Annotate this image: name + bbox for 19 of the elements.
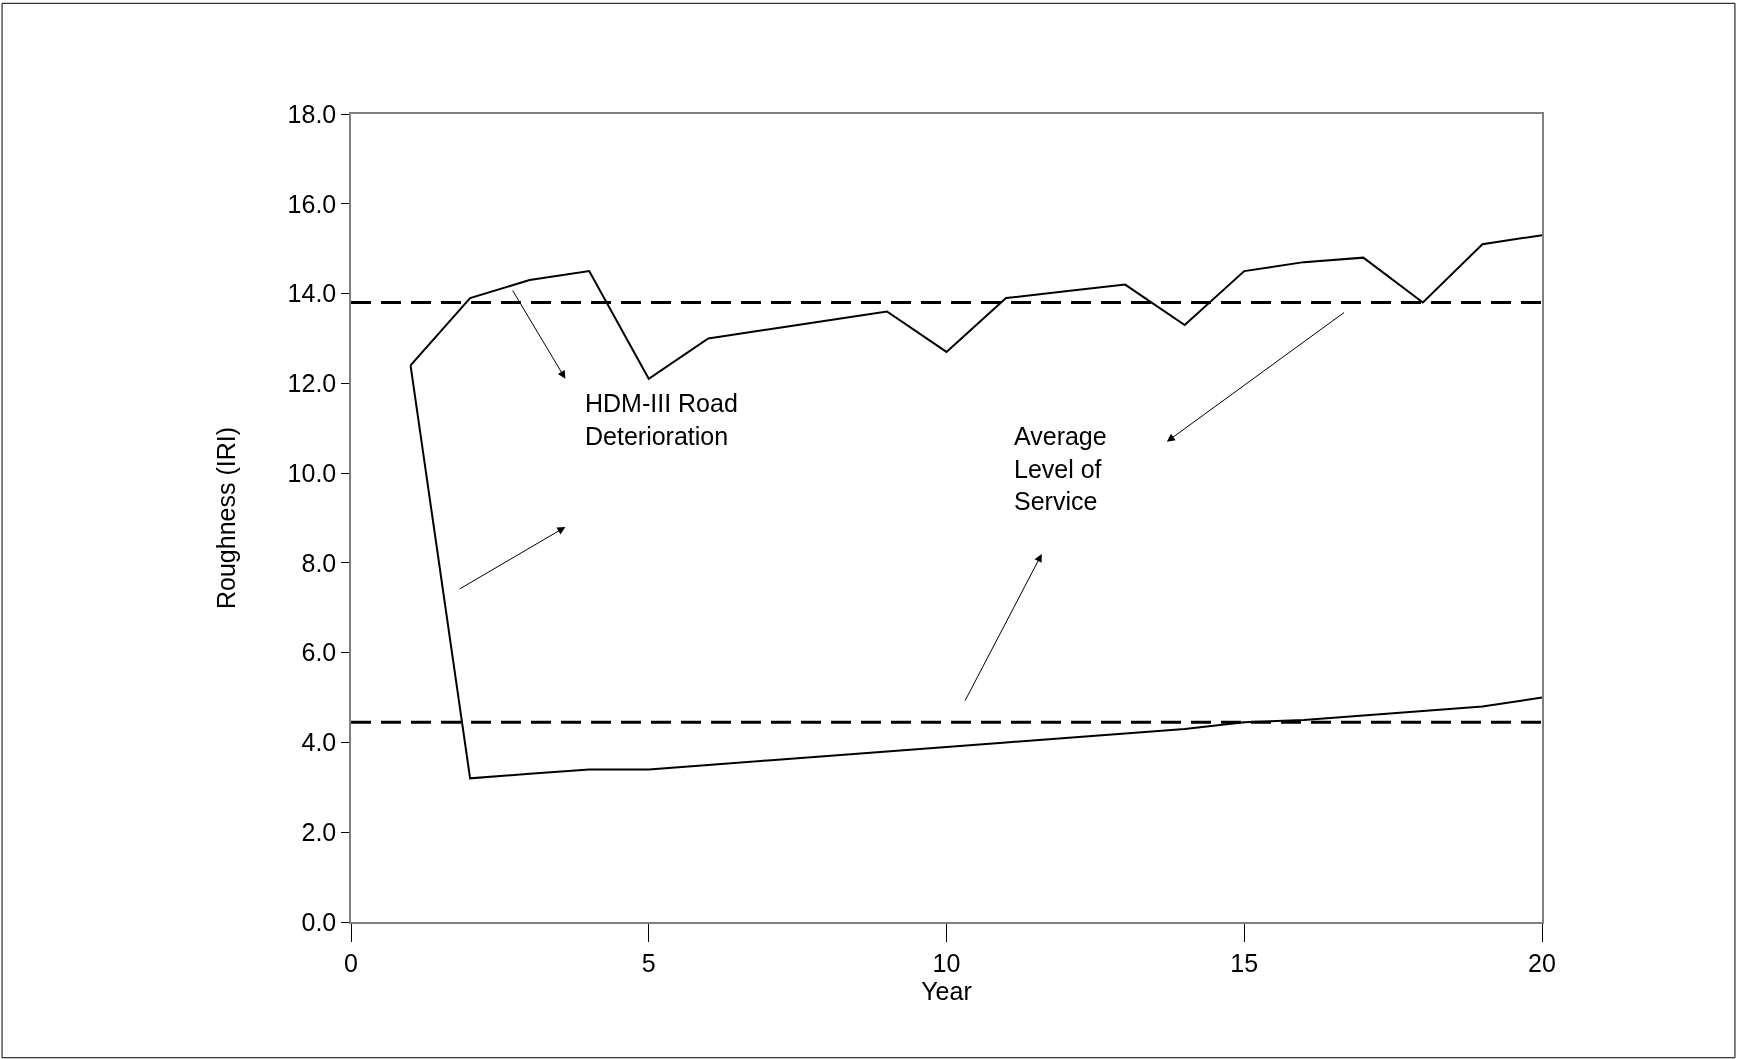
x-axis-title: Year (921, 976, 972, 1005)
annotation: Average Level of Service (1014, 422, 1107, 515)
x-tick-label: 15 (1230, 948, 1259, 977)
y-tick-label: 2.0 (301, 817, 337, 846)
annotation: HDM-III Road Deterioration (585, 389, 738, 450)
y-tick-label: 16.0 (287, 189, 337, 218)
x-tick-label: 20 (1528, 948, 1556, 977)
y-tick-label: 18.0 (287, 99, 337, 128)
y-tick-label: 6.0 (301, 638, 337, 667)
y-tick-label: 14.0 (287, 279, 337, 308)
x-tick-label: 0 (344, 948, 358, 977)
y-tick-label: 10.0 (287, 458, 337, 487)
y-tick-label: 4.0 (301, 728, 337, 757)
y-tick-label: 0.0 (301, 907, 337, 936)
y-tick-label: 8.0 (301, 548, 337, 577)
x-tick-label: 10 (932, 948, 961, 977)
y-axis-title: Roughness (IRI) (211, 426, 240, 610)
y-tick-label: 12.0 (287, 369, 337, 398)
x-tick-label: 5 (641, 948, 656, 977)
